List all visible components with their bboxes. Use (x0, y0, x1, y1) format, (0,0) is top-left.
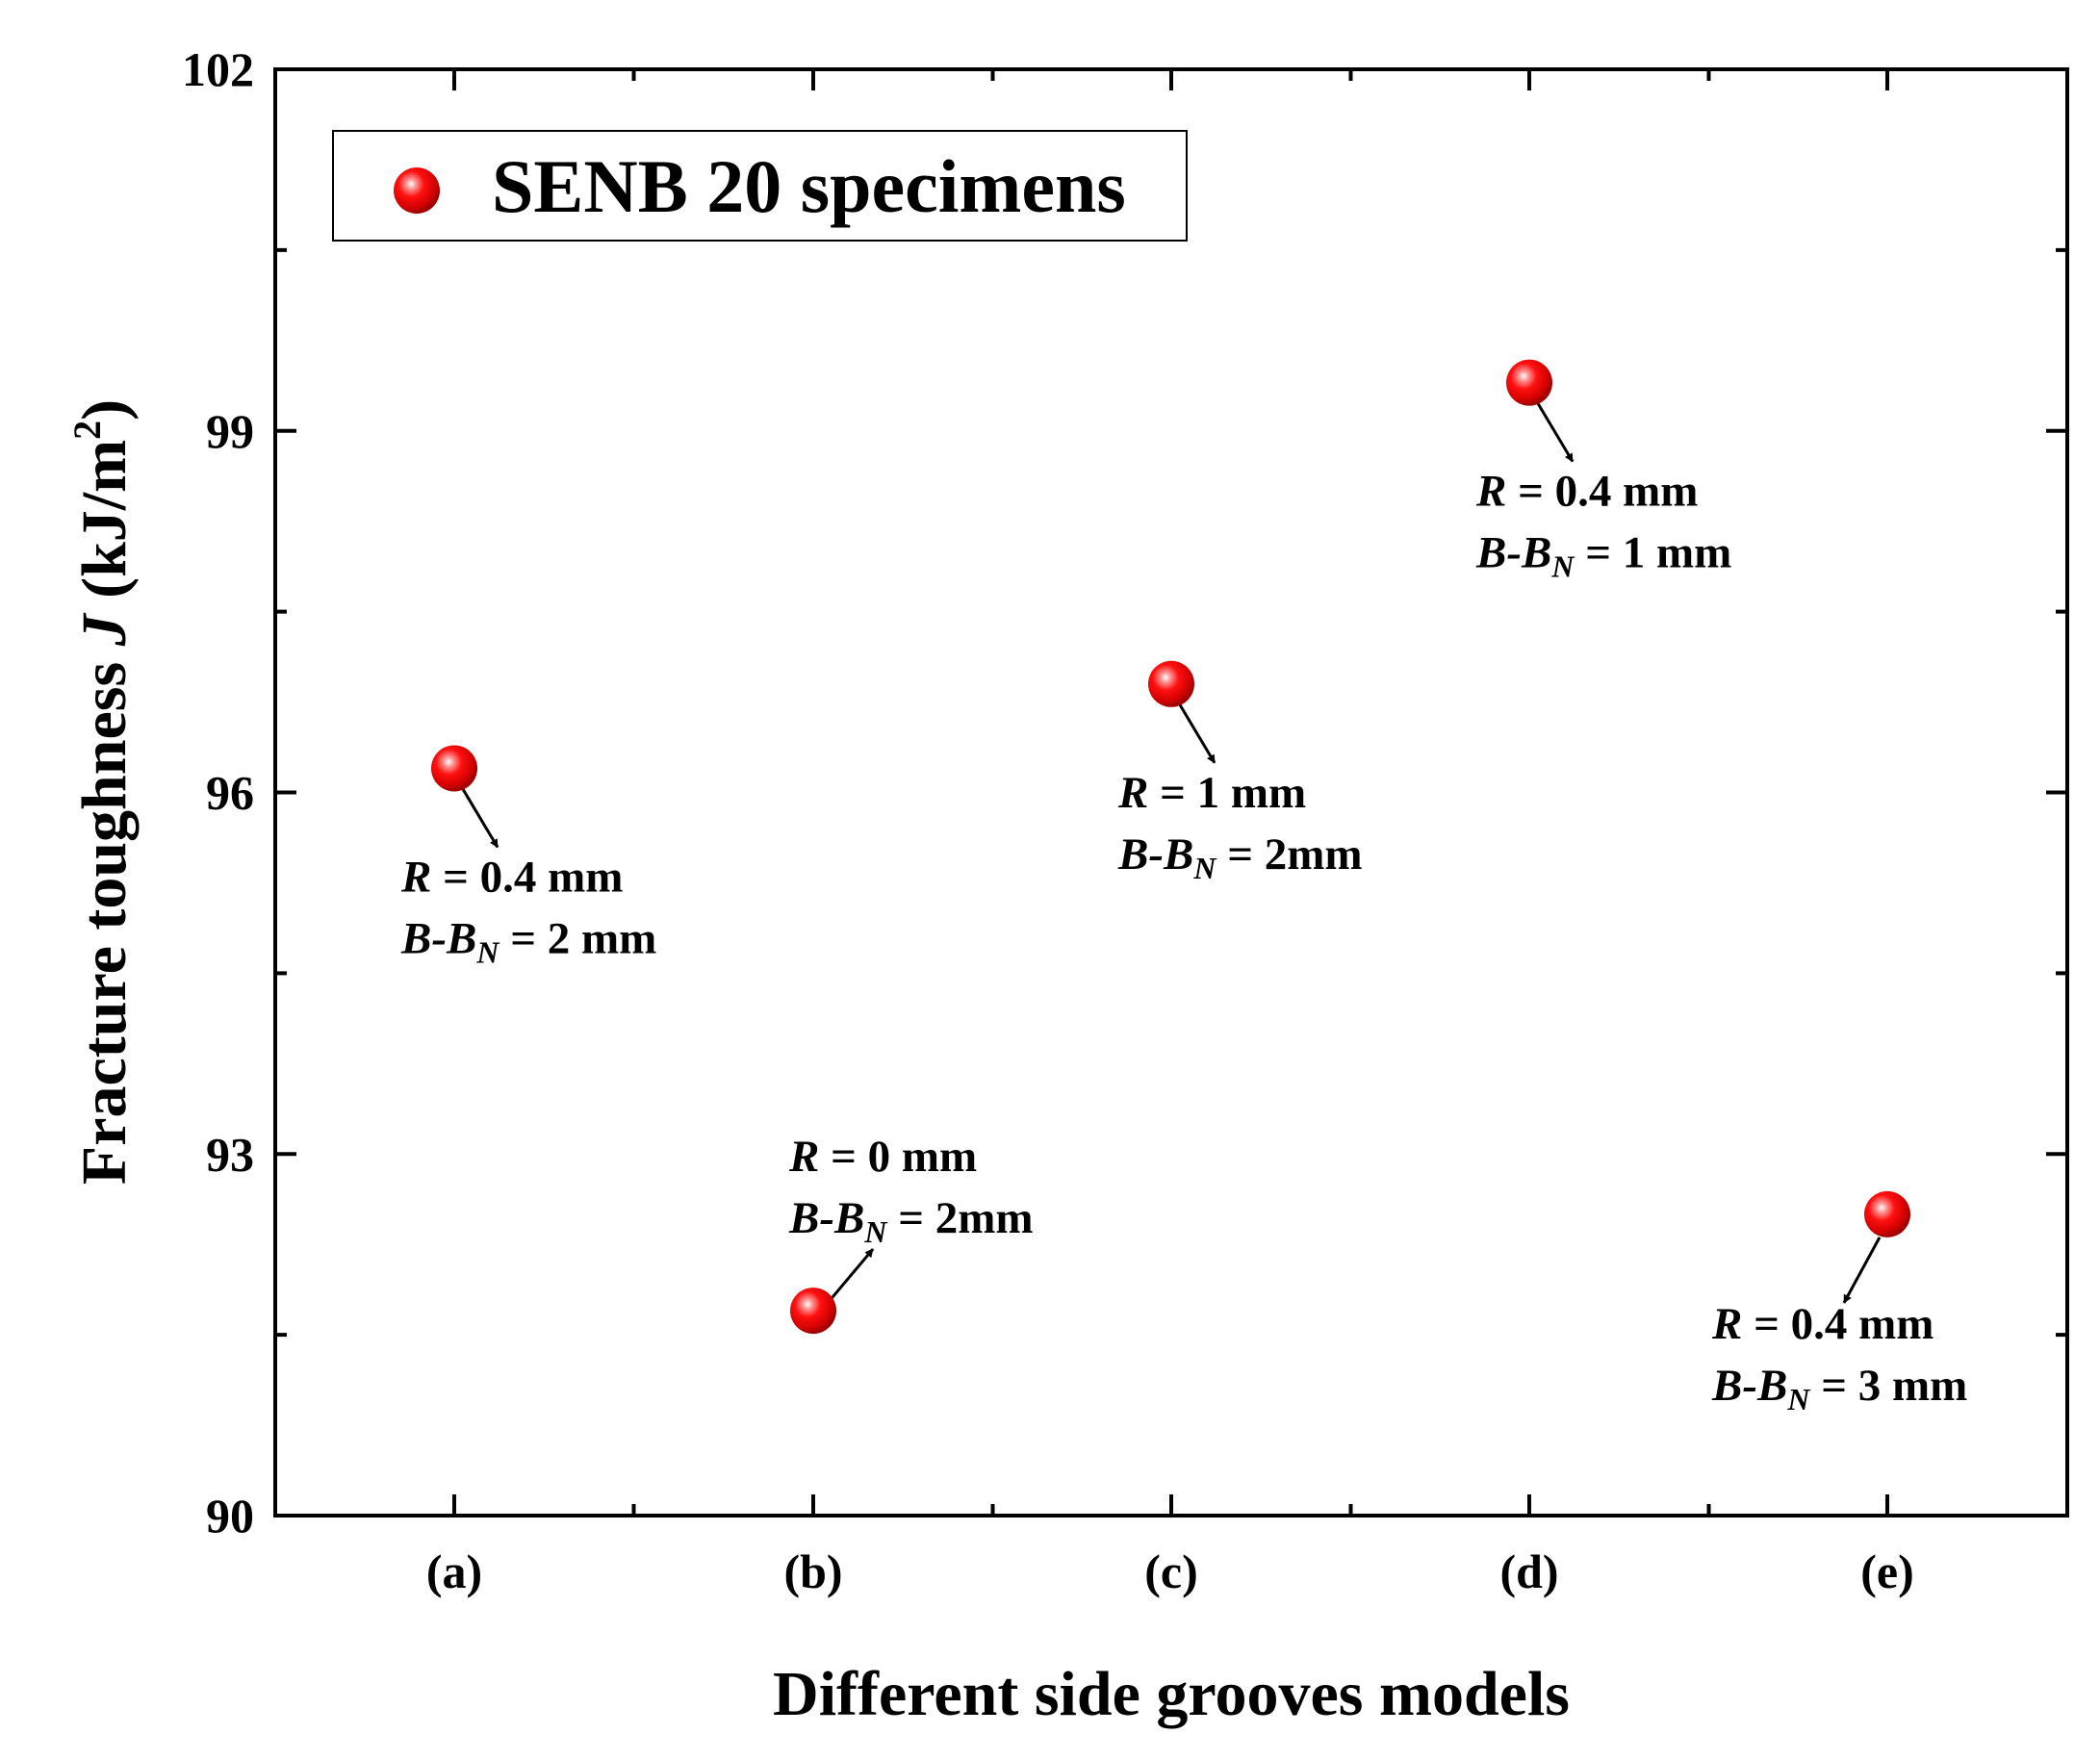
y-axis-ticks: 90 93 96 99 102 (182, 42, 2067, 1543)
annotation-groove-value: = 1 mm (1574, 528, 1731, 578)
annotation-radius: R = 0 mm (788, 1132, 977, 1182)
x-tick-label: (b) (783, 1544, 842, 1598)
annotation-radius-symbol: R (400, 852, 431, 902)
y-tick-label: 102 (182, 42, 254, 96)
data-point (1148, 660, 1194, 707)
annotation-radius-symbol: R (1711, 1299, 1742, 1349)
legend-marker (394, 167, 440, 214)
annotation-groove-symbol: B-B (1711, 1361, 1787, 1411)
data-point (790, 1288, 836, 1335)
x-tick-label: (a) (426, 1544, 482, 1598)
data-point (1506, 359, 1552, 406)
annotation-groove-subscript: N (1550, 549, 1575, 584)
annotation-arrow (460, 786, 499, 849)
annotation-groove-value: = 3 mm (1809, 1361, 1967, 1411)
annotation-groove-value: = 2 mm (499, 913, 656, 963)
annotation-groove-depth: B-BN = 1 mm (1475, 528, 1731, 584)
annotation-radius-value: = 0 mm (819, 1132, 977, 1182)
annotation-groove-depth: B-BN = 2 mm (400, 913, 656, 969)
y-axis-title-units: (kJ/m (69, 440, 140, 615)
x-axis-title: Different side grooves models (773, 1659, 1570, 1729)
x-tick-label: (c) (1144, 1544, 1198, 1598)
annotation-groove-subscript: N (1786, 1382, 1811, 1416)
y-tick-label: 90 (206, 1489, 254, 1543)
annotation-groove-subscript: N (1192, 851, 1217, 885)
data-points (431, 359, 1910, 1335)
annotation-radius: R = 0.4 mm (1475, 467, 1698, 517)
annotation-radius-value: = 0.4 mm (1742, 1299, 1934, 1349)
annotation-groove-depth: B-BN = 2mm (788, 1193, 1034, 1249)
y-axis-title-symbol: J (69, 612, 140, 647)
annotation-groove-subscript: N (475, 934, 500, 969)
data-point (431, 745, 477, 792)
y-axis-title-prefix: Fracture toughness (69, 646, 140, 1185)
annotation-groove-subscript: N (863, 1214, 888, 1249)
y-tick-label: 93 (206, 1127, 254, 1181)
y-axis-title-units-sup: 2 (65, 421, 109, 440)
annotation-groove-symbol: B-B (1117, 829, 1193, 880)
annotation-radius: R = 0.4 mm (400, 852, 623, 902)
legend: SENB 20 specimens (332, 130, 1188, 242)
annotation-arrow (1535, 400, 1575, 463)
x-tick-label: (d) (1499, 1544, 1558, 1598)
y-tick-label: 99 (206, 404, 254, 458)
annotation-radius-symbol: R (1117, 768, 1148, 818)
annotation-groove-symbol: B-B (1475, 528, 1551, 578)
annotations: R = 0.4 mmB-BN = 2 mmR = 0 mmB-BN = 2mmR… (400, 400, 1967, 1416)
annotation-arrow (1842, 1237, 1882, 1304)
annotation-arrow (826, 1248, 875, 1305)
x-tick-label: (e) (1860, 1544, 1914, 1598)
annotation-radius-symbol: R (1475, 467, 1506, 517)
annotation-groove-value: = 2mm (1216, 829, 1362, 880)
annotation-groove-value: = 2mm (886, 1193, 1033, 1243)
annotation-groove-symbol: B-B (400, 913, 476, 963)
legend-box (332, 130, 1188, 242)
annotation-radius-value: = 1 mm (1148, 768, 1306, 818)
annotation-radius: R = 1 mm (1117, 768, 1306, 818)
annotation-radius-value: = 0.4 mm (1506, 467, 1698, 517)
legend-label: SENB 20 specimens (492, 144, 1126, 228)
annotation-radius-symbol: R (788, 1132, 819, 1182)
annotation-radius-value: = 0.4 mm (431, 852, 623, 902)
data-point (1864, 1190, 1910, 1237)
annotation-groove-symbol: B-B (788, 1193, 864, 1243)
x-axis-ticks: (a) (b) (c) (d) (e) (426, 69, 1914, 1598)
y-tick-label: 96 (206, 766, 254, 820)
annotation-radius: R = 0.4 mm (1711, 1299, 1934, 1349)
y-axis-title-units-close: ) (69, 399, 140, 421)
y-axis-title: Fracture toughness J (kJ/m2) (65, 399, 140, 1185)
annotation-groove-depth: B-BN = 3 mm (1711, 1361, 1967, 1416)
annotation-groove-depth: B-BN = 2mm (1117, 829, 1363, 885)
annotation-arrow (1177, 702, 1216, 764)
